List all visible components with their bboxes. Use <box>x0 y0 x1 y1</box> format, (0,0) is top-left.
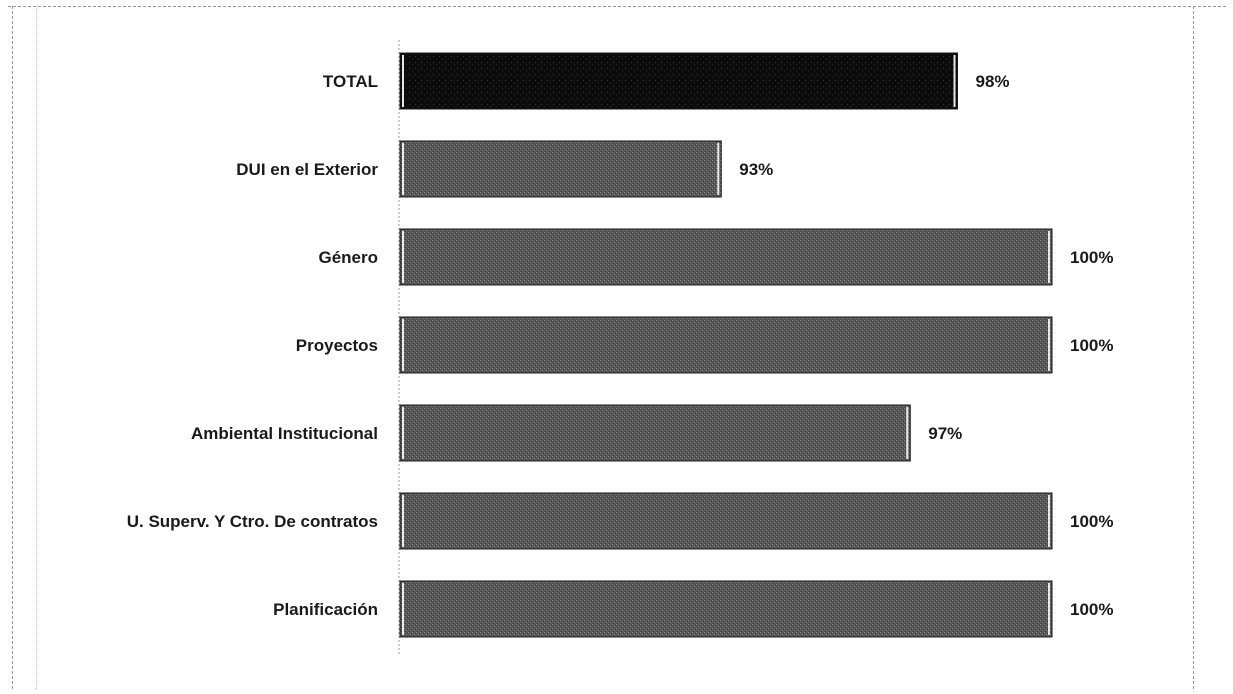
bar-left-edge-4 <box>402 407 404 459</box>
category-label-5: U. Superv. Y Ctro. De contratos <box>127 512 378 531</box>
bar-right-edge-6 <box>1048 583 1050 635</box>
bar-right-edge-0 <box>953 55 956 107</box>
bar-left-edge-0 <box>402 55 404 107</box>
category-label-3: Proyectos <box>296 336 378 355</box>
category-label-4: Ambiental Institucional <box>191 424 378 443</box>
category-label-1: DUI en el Exterior <box>236 160 378 179</box>
bar-5 <box>399 492 1053 550</box>
bar-1 <box>399 140 722 198</box>
category-label-0: TOTAL <box>323 72 378 91</box>
bar-right-edge-1 <box>717 143 720 195</box>
bar-3 <box>399 316 1053 374</box>
value-label-1: 93% <box>739 160 773 179</box>
bar-left-edge-1 <box>402 143 404 195</box>
frame-inner-border <box>36 6 37 689</box>
bar-right-edge-3 <box>1048 319 1050 371</box>
value-label-2: 100% <box>1070 248 1113 267</box>
bar-left-edge-2 <box>402 231 404 283</box>
bar-2 <box>399 228 1053 286</box>
bar-left-edge-6 <box>402 583 404 635</box>
category-label-2: Género <box>318 248 378 267</box>
bar-0 <box>399 52 959 110</box>
category-label-6: Planificación <box>273 600 378 619</box>
bar-right-edge-2 <box>1048 231 1050 283</box>
bars-group: TOTAL 98% DUI en el Exterior 93% Género 100% P… <box>127 52 1113 638</box>
chart-frame <box>8 6 1226 690</box>
value-label-6: 100% <box>1070 600 1113 619</box>
bar-4 <box>399 404 911 462</box>
bar-right-edge-5 <box>1048 495 1050 547</box>
bar-right-edge-4 <box>906 407 909 459</box>
frame-right-border <box>1193 6 1194 689</box>
bar-left-edge-5 <box>402 495 404 547</box>
bar-left-edge-3 <box>402 319 404 371</box>
value-label-5: 100% <box>1070 512 1113 531</box>
value-label-4: 97% <box>928 424 962 443</box>
bar-6 <box>399 580 1053 638</box>
value-label-3: 100% <box>1070 336 1113 355</box>
frame-left-border <box>12 6 13 689</box>
value-label-0: 98% <box>976 72 1010 91</box>
